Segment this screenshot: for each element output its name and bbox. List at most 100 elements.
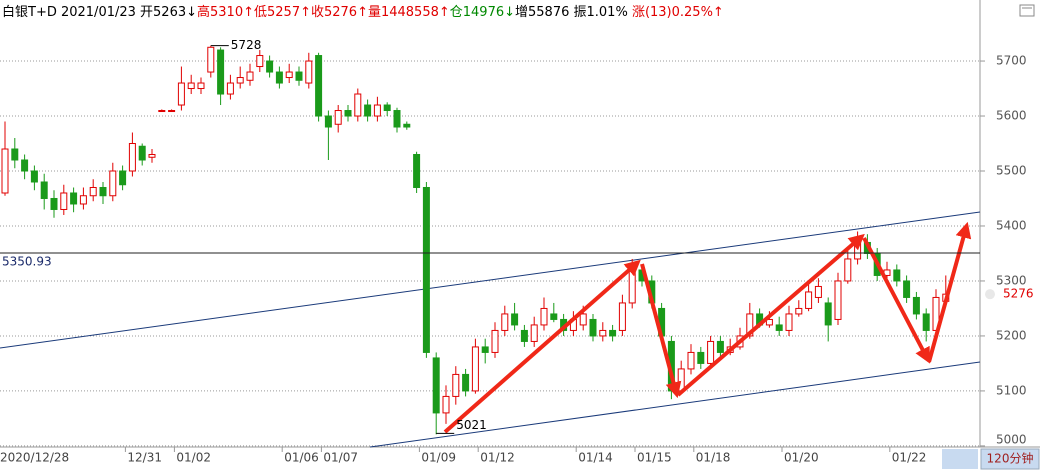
candle-body [511,313,519,326]
candle-body [217,49,225,95]
candle-body [305,60,313,84]
y-tick-label: 5100 [996,383,1027,397]
candle-body [236,77,244,84]
candle-body [226,82,234,95]
candle-body [824,302,832,326]
candle-body [452,373,460,397]
candle-body [89,186,97,197]
candle-body [50,197,58,210]
candle-body [834,280,842,320]
candle-body [422,186,430,353]
arrow [862,237,930,364]
arrow [676,233,865,397]
x-tick-label: 01/06 [284,451,319,465]
candle-body [599,329,607,337]
candle-body [148,154,156,158]
candle-body [520,329,528,342]
candle-body [334,110,342,125]
header: 白银T+D 2021/01/23 开5263↓高5310↑低5257↑收5276… [2,4,724,20]
candle-body [109,170,117,197]
x-tick-label: 01/02 [176,451,211,465]
header-segment: 低5257↑ [254,5,311,20]
x-tick-label: 01/15 [637,451,672,465]
arrow [443,259,641,434]
period-label[interactable]: 120分钟 [987,451,1034,466]
scroll-box[interactable] [942,449,978,469]
x-tick-label: 01/18 [696,451,731,465]
y-tick-label: 5500 [996,163,1027,177]
candle-body [844,258,852,282]
candle-body [187,82,195,90]
candle-body [354,93,362,117]
candle-body [373,104,381,117]
arrow [640,263,682,399]
header-segment: 量1448558↑ [368,5,450,20]
y-tick-label: 5300 [996,273,1027,287]
x-tick-label: 01/12 [480,451,515,465]
candle-body [207,46,215,73]
candle-body [609,329,617,337]
y-tick-label: 5400 [996,218,1027,232]
candle-body [922,313,930,331]
candle-body [501,313,509,331]
candle-body [197,82,205,90]
candle-body [481,346,489,353]
header-segment: 收5276↑ [311,5,368,20]
x-tick-label: 12/31 [127,451,162,465]
candle-body [79,195,87,205]
candle-body [442,395,450,414]
candle-body [687,351,695,370]
candle-body [765,318,773,326]
candle-body [716,340,724,353]
candle-body [805,291,813,309]
candle-body [393,110,401,128]
candle-body [266,60,274,73]
candle-body [60,192,68,210]
candle-body [618,302,626,331]
candle-body [893,269,901,282]
candle-body [462,373,470,392]
candle-body [324,115,332,128]
y-tick-label: 5000 [996,433,1027,447]
x-tick-label: 01/22 [892,451,927,465]
candle-body [119,170,127,186]
candle-body [275,71,283,84]
candle-body [550,313,558,320]
candle-body [697,351,705,364]
candle-body [903,280,911,298]
candle-body [471,346,479,392]
y-tick-label: 5700 [996,54,1027,68]
candle-body [775,324,783,331]
last-price-label: 5276 [1003,287,1034,301]
candle-body [785,313,793,331]
candle-body [21,159,29,172]
candle-body [628,269,636,304]
candle-body [138,145,146,161]
reference-label: 5350.93 [2,254,52,268]
candle-body [295,71,303,81]
candle-body [707,340,715,364]
trend-line [0,211,981,349]
window-icon[interactable] [1019,4,1035,17]
candle-body [40,181,48,199]
candle-body [589,318,597,337]
candle-body [814,285,822,298]
candle-body [403,123,411,128]
header-segment: 仓14976↓ [450,5,515,20]
candle-body [579,313,587,326]
candle-body [315,55,323,117]
header-segment: 高5310↑ [197,4,254,20]
x-tick-label: 01/09 [421,451,456,465]
candle-body [746,313,754,337]
candle-body [364,104,372,117]
max-label: 5728 [231,38,262,52]
candle-body [912,296,920,315]
arrow [927,221,972,363]
candle-body [530,324,538,342]
last-price-dot [985,289,995,300]
candle-body [413,154,421,188]
period-box[interactable] [980,448,1040,470]
candle-body [491,329,499,353]
